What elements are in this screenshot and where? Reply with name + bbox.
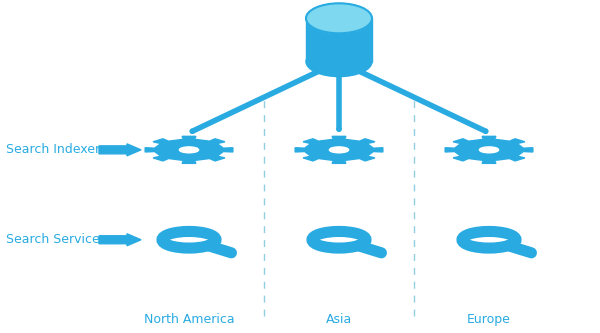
Ellipse shape — [479, 147, 499, 153]
Text: Asia: Asia — [326, 313, 352, 326]
Ellipse shape — [179, 147, 199, 153]
Bar — [306, 18, 372, 62]
Polygon shape — [445, 136, 533, 164]
Ellipse shape — [329, 147, 349, 153]
Polygon shape — [295, 136, 383, 164]
Polygon shape — [99, 144, 141, 156]
Ellipse shape — [471, 144, 507, 156]
Polygon shape — [145, 136, 233, 164]
Text: Search Services: Search Services — [6, 233, 106, 246]
Ellipse shape — [306, 47, 372, 77]
Ellipse shape — [306, 3, 372, 33]
Ellipse shape — [171, 144, 207, 156]
Polygon shape — [99, 234, 141, 246]
Ellipse shape — [321, 144, 357, 156]
Text: North America: North America — [143, 313, 235, 326]
Text: Search Indexers: Search Indexers — [6, 143, 107, 157]
Text: Europe: Europe — [467, 313, 511, 326]
